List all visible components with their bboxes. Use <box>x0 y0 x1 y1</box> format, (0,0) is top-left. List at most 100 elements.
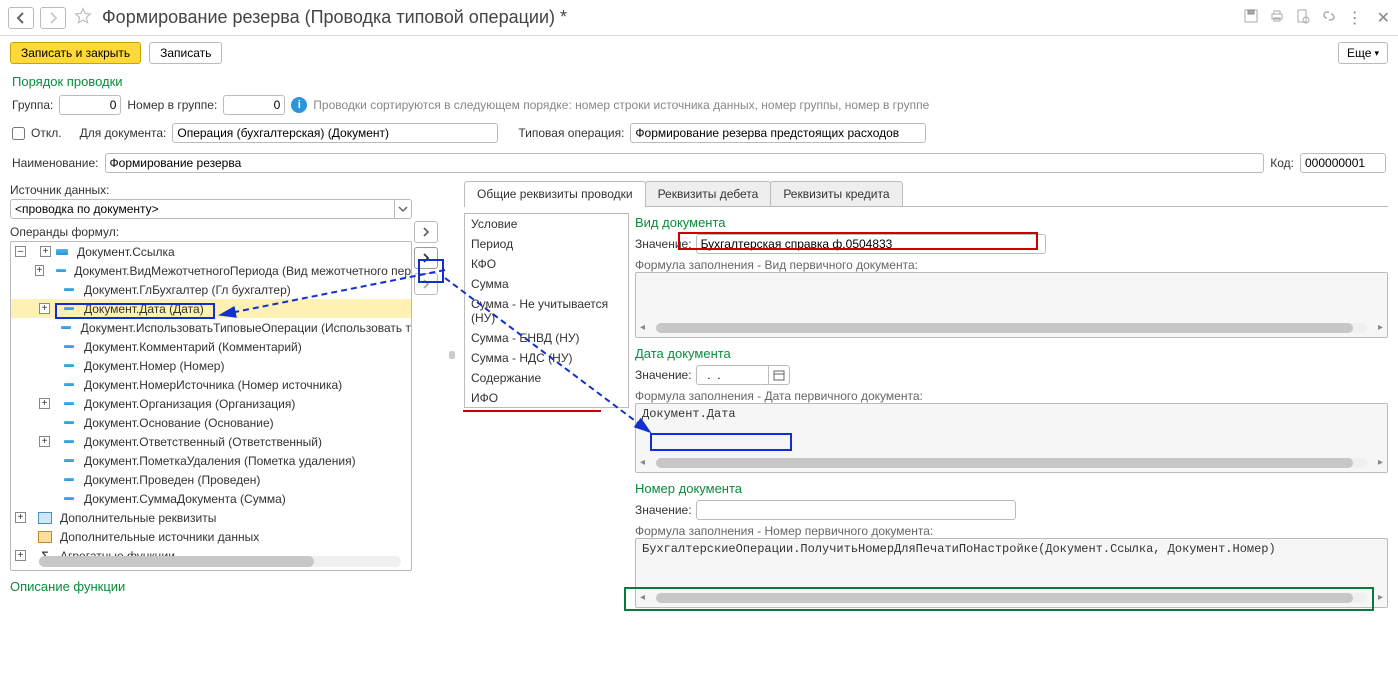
tree-row[interactable]: + Документ.Ответственный (Ответственный) <box>11 432 411 451</box>
tree-row[interactable]: Документ.ПометкаУдаления (Пометка удален… <box>11 451 411 470</box>
forward-button[interactable] <box>40 7 66 29</box>
tree-toggle[interactable]: + <box>15 550 26 561</box>
group-input[interactable] <box>59 95 121 115</box>
tree-toggle[interactable]: + <box>39 436 50 447</box>
tabs: Общие реквизиты проводкиРеквизиты дебета… <box>464 181 1388 207</box>
tree-row[interactable]: +Дополнительные реквизиты <box>11 508 411 527</box>
tree-toggle[interactable]: + <box>39 398 50 409</box>
dash-icon <box>62 341 76 352</box>
tree-toggle[interactable]: + <box>39 303 50 314</box>
tree-row[interactable]: Документ.НомерИсточника (Номер источника… <box>11 375 411 394</box>
g2-val-label: Значение: <box>635 368 692 382</box>
prop-row[interactable]: Сумма - ЕНВД (НУ) <box>465 328 628 348</box>
code-input[interactable] <box>1300 153 1386 173</box>
tree-label: Документ.ГлБухгалтер (Гл бухгалтер) <box>84 283 291 297</box>
g3-formula-label: Формула заполнения - Номер первичного до… <box>635 524 1388 538</box>
g3-formula-text: БухгалтерскиеОперации.ПолучитьНомерДляПе… <box>636 539 1387 559</box>
calendar-icon[interactable] <box>768 365 790 385</box>
g2-date-input[interactable] <box>696 365 768 385</box>
g3-title: Номер документа <box>635 479 1388 500</box>
g1-val-input[interactable] <box>696 234 1046 254</box>
move-selected-button[interactable] <box>414 247 438 269</box>
save-close-button[interactable]: Записать и закрыть <box>10 42 141 64</box>
tree-toggle[interactable]: + <box>35 265 44 276</box>
link-icon[interactable] <box>1321 8 1337 27</box>
g3-hscroll[interactable]: ◂▸ <box>656 593 1367 603</box>
prop-row[interactable]: ИФО <box>465 388 628 408</box>
tree-label: Документ.ИспользоватьТиповыеОперации (Ис… <box>81 321 411 335</box>
tab[interactable]: Реквизиты дебета <box>645 181 772 206</box>
g1-title: Вид документа <box>635 213 1388 234</box>
prop-list[interactable]: УсловиеПериодКФОСуммаСумма - Не учитывае… <box>464 213 629 408</box>
move-all-button[interactable] <box>414 273 438 295</box>
typeop-label: Типовая операция: <box>518 126 624 140</box>
g2-hscroll[interactable]: ◂▸ <box>656 458 1367 468</box>
tree-row[interactable]: Документ.СуммаДокумента (Сумма) <box>11 489 411 508</box>
tab[interactable]: Общие реквизиты проводки <box>464 181 646 206</box>
disable-checkbox[interactable] <box>12 127 25 140</box>
src-dropdown-button[interactable] <box>394 199 412 219</box>
tree-row[interactable]: Документ.Номер (Номер) <box>11 356 411 375</box>
prop-row[interactable]: Условие <box>465 214 628 234</box>
tree-label: Документ.СуммаДокумента (Сумма) <box>84 492 286 506</box>
tree-label: Документ.Проведен (Проведен) <box>84 473 260 487</box>
g2-formula-text: Документ.Дата <box>636 404 1387 424</box>
tree-label: Дополнительные источники данных <box>60 530 259 544</box>
tree-row[interactable]: –+Документ.Ссылка <box>11 242 411 261</box>
print-icon[interactable] <box>1269 8 1285 27</box>
g1-formula-box[interactable]: ◂▸ <box>635 272 1388 338</box>
operands-tree[interactable]: –+Документ.Ссылка+Документ.ВидМежотчетно… <box>10 241 412 571</box>
dash-icon <box>60 322 73 333</box>
g3-formula-box[interactable]: БухгалтерскиеОперации.ПолучитьНомерДляПе… <box>635 538 1388 608</box>
prop-row[interactable]: Период <box>465 234 628 254</box>
tab[interactable]: Реквизиты кредита <box>770 181 902 206</box>
report-icon[interactable] <box>1295 8 1311 27</box>
tree-row[interactable]: Документ.ГлБухгалтер (Гл бухгалтер) <box>11 280 411 299</box>
tree-toggle[interactable]: + <box>15 512 26 523</box>
tree-row[interactable]: Документ.Основание (Основание) <box>11 413 411 432</box>
dash-icon <box>62 417 76 428</box>
prop-row[interactable]: Сумма <box>465 274 628 294</box>
dash-icon <box>62 398 76 409</box>
tree-label: Документ.Ответственный (Ответственный) <box>84 435 322 449</box>
tree-h-scrollbar[interactable] <box>39 556 401 567</box>
tree-toggle[interactable]: + <box>40 246 51 257</box>
save-icon[interactable] <box>1243 8 1259 27</box>
tree-row[interactable]: Документ.ИспользоватьТиповыеОперации (Ис… <box>11 318 411 337</box>
g2-formula-box[interactable]: Документ.Дата ◂▸ <box>635 403 1388 473</box>
prop-row[interactable]: Сумма - НДС (НУ) <box>465 348 628 368</box>
pane-splitter[interactable] <box>449 351 455 359</box>
favorite-icon[interactable] <box>74 7 92 28</box>
tree-row[interactable]: Документ.Проведен (Проведен) <box>11 470 411 489</box>
tree-row[interactable]: Дополнительные источники данных <box>11 527 411 546</box>
doc-input[interactable] <box>172 123 498 143</box>
g1-hscroll[interactable]: ◂▸ <box>656 323 1367 333</box>
tree-row[interactable]: Документ.Комментарий (Комментарий) <box>11 337 411 356</box>
save-button[interactable]: Записать <box>149 42 222 64</box>
kebab-icon[interactable]: ⋮ <box>1347 8 1361 28</box>
close-icon[interactable]: ✕ <box>1377 8 1390 28</box>
tree-toggle[interactable]: – <box>15 246 26 257</box>
disable-label: Откл. <box>31 126 62 140</box>
move-one-button[interactable] <box>414 221 438 243</box>
tree-row[interactable]: +Документ.Организация (Организация) <box>11 394 411 413</box>
more-button[interactable]: Еще ▾ <box>1338 42 1388 64</box>
src-input[interactable] <box>10 199 394 219</box>
num-in-group-input[interactable] <box>223 95 285 115</box>
g3-val-input[interactable] <box>696 500 1016 520</box>
prop-row[interactable]: КФО <box>465 254 628 274</box>
tree-label: Документ.Основание (Основание) <box>84 416 274 430</box>
g2-formula-label: Формула заполнения - Дата первичного док… <box>635 389 1388 403</box>
info-icon[interactable]: i <box>291 97 307 113</box>
tree-row[interactable]: +Документ.ВидМежотчетногоПериода (Вид ме… <box>11 261 411 280</box>
prop-row[interactable]: Сумма - Не учитывается (НУ) <box>465 294 628 328</box>
typeop-input[interactable] <box>630 123 926 143</box>
name-input[interactable] <box>105 153 1265 173</box>
g1-formula-label: Формула заполнения - Вид первичного доку… <box>635 258 1388 272</box>
dash-icon <box>62 493 76 504</box>
dash-icon <box>62 303 76 314</box>
prop-row[interactable]: Содержание <box>465 368 628 388</box>
code-label: Код: <box>1270 156 1294 170</box>
tree-row[interactable]: +Документ.Дата (Дата) <box>11 299 411 318</box>
back-button[interactable] <box>8 7 34 29</box>
